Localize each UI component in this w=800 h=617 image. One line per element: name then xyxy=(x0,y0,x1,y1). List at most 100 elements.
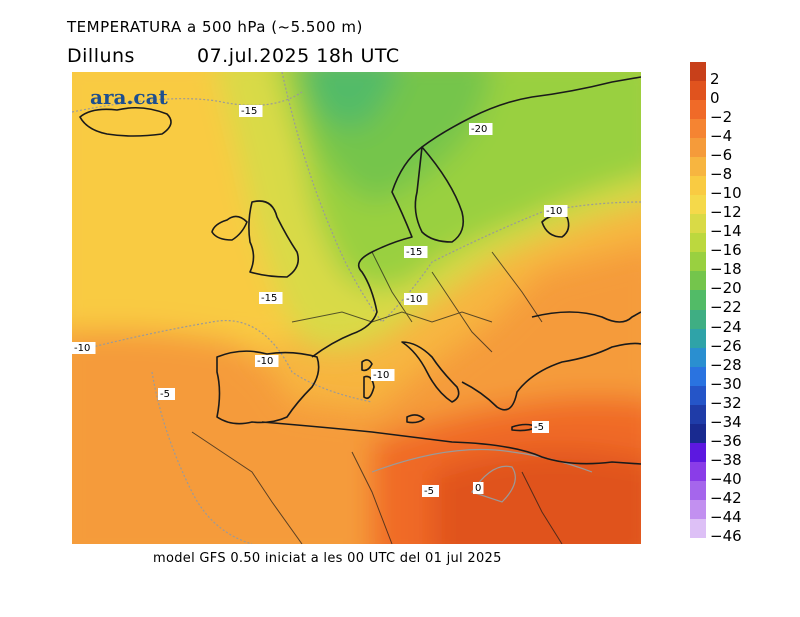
country-borders xyxy=(191,251,563,544)
colorbar-label: −18 xyxy=(710,260,742,279)
date-time: 07.jul.2025 18h UTC xyxy=(197,45,400,67)
black-sea-coast xyxy=(531,311,641,323)
contour-label-bg xyxy=(469,123,493,135)
contour-label: -15 xyxy=(261,293,277,304)
ara-cat-logo[interactable]: ara.cat xyxy=(90,85,168,109)
ireland-coast xyxy=(211,215,248,241)
sardinia-coast xyxy=(363,375,375,400)
north-africa-coast xyxy=(261,421,641,465)
colorbar-swatch xyxy=(690,290,706,310)
contour-label-bg xyxy=(544,205,568,217)
contour-label: -15 xyxy=(406,247,422,258)
contour-label: -5 xyxy=(534,422,544,433)
colorbar-swatch xyxy=(690,176,706,196)
colorbar-swatch xyxy=(690,518,706,539)
britain-coast xyxy=(248,200,300,278)
colorbar-label: −4 xyxy=(710,127,733,146)
colorbar-label: −8 xyxy=(710,165,733,184)
colorbar-label: −12 xyxy=(710,203,742,222)
colorbar-swatch xyxy=(690,252,706,272)
valid-time: Dilluns 07.jul.2025 18h UTC xyxy=(67,45,399,67)
colorbar-label: −14 xyxy=(710,222,742,241)
contour-label-bg xyxy=(532,421,549,433)
colorbar-swatch xyxy=(690,385,706,406)
contour-label: -20 xyxy=(471,124,487,135)
colorbar-label: −44 xyxy=(710,507,742,526)
colorbar-label: −28 xyxy=(710,355,742,374)
chart-title: TEMPERATURA a 500 hPa (~5.500 m) xyxy=(67,18,363,36)
iberia-coast xyxy=(216,350,320,425)
colorbar-swatch xyxy=(690,62,706,82)
contour-label: -10 xyxy=(74,343,90,354)
contour-minus5-west xyxy=(151,371,253,544)
colorbar-label: −2 xyxy=(710,108,733,127)
contour-label: -15 xyxy=(241,106,257,117)
colorbar-label: −30 xyxy=(710,374,742,393)
colorbar-swatch xyxy=(690,328,706,349)
contour-label-bg xyxy=(259,292,283,304)
colorbar-label: −6 xyxy=(710,146,733,165)
contour-label-bg xyxy=(72,342,96,354)
day-name: Dilluns xyxy=(67,45,135,67)
colorbar-label: 2 xyxy=(710,70,720,88)
contour-label: -5 xyxy=(424,486,434,497)
colorbar-label: −38 xyxy=(710,450,742,469)
field-teal-green xyxy=(306,72,397,128)
baltic-coast xyxy=(414,146,465,243)
colorbar-label: 0 xyxy=(710,89,720,108)
contour-label: 0 xyxy=(475,483,481,494)
contour-label-bg xyxy=(404,246,428,258)
contour-label: -10 xyxy=(257,356,273,367)
colorbar-swatch xyxy=(690,499,706,520)
contour-label-bg xyxy=(239,105,263,117)
colorbar-swatch xyxy=(690,442,706,463)
contour-label-bg xyxy=(473,482,484,494)
colorbar-swatch xyxy=(690,366,706,387)
colorbar-swatch xyxy=(690,480,706,501)
colorbar-swatch xyxy=(690,347,706,368)
colorbar-label: −34 xyxy=(710,412,742,431)
field-red-orange xyxy=(432,449,641,544)
contour-label-bg xyxy=(371,369,395,381)
colorbar-swatch xyxy=(690,423,706,444)
colorbar-swatch xyxy=(690,271,706,291)
colorbar-swatch xyxy=(690,138,706,158)
contour-label: -10 xyxy=(373,370,389,381)
contour-label: -10 xyxy=(546,206,562,217)
colorbar-label: −16 xyxy=(710,241,742,260)
colorbar-label: −46 xyxy=(710,526,742,545)
contour-labels: -15 -20 -10 -15 -15 -10 -10 -10 -10 -5 -5 -5 0 xyxy=(72,105,568,497)
colorbar-label: −22 xyxy=(710,298,742,317)
colorbar-label: −20 xyxy=(710,279,742,298)
colorbar-swatch xyxy=(690,81,706,101)
colorbar-label: −10 xyxy=(710,184,742,203)
colorbar-swatch xyxy=(690,233,706,253)
colorbar-label: −26 xyxy=(710,336,742,355)
balkans-coast xyxy=(461,342,641,411)
colorbar-label: −32 xyxy=(710,393,742,412)
colorbar-swatch xyxy=(690,214,706,234)
contour-label: -10 xyxy=(406,294,422,305)
colorbar-label: −42 xyxy=(710,488,742,507)
colorbar-swatch xyxy=(690,404,706,425)
colorbar-swatch xyxy=(690,100,706,120)
contour-label-bg xyxy=(422,485,439,497)
contour-label-bg xyxy=(404,293,428,305)
contour-label-bg xyxy=(255,355,279,367)
contour-zero xyxy=(471,465,516,503)
corsica-coast xyxy=(361,359,373,372)
temperature-map: -15 -20 -10 -15 -15 -10 -10 -10 -10 -5 -5 -5 0 xyxy=(72,72,641,544)
continental-coast xyxy=(311,76,641,358)
italy-coast xyxy=(401,341,460,403)
colorbar-label: −40 xyxy=(710,469,742,488)
contour-label-bg xyxy=(158,388,175,400)
colorbar-swatch xyxy=(690,119,706,139)
colorbar-label: −24 xyxy=(710,317,742,336)
sicily-coast xyxy=(406,414,425,424)
colorbar-swatch xyxy=(690,157,706,177)
colorbar-swatch xyxy=(690,309,706,330)
colorbar-label: −36 xyxy=(710,431,742,450)
colorbar-swatch xyxy=(690,195,706,215)
contour-label: -5 xyxy=(160,389,170,400)
map-svg: -15 -20 -10 -15 -15 -10 -10 -10 -10 -5 -5 -5 0 xyxy=(72,72,641,544)
